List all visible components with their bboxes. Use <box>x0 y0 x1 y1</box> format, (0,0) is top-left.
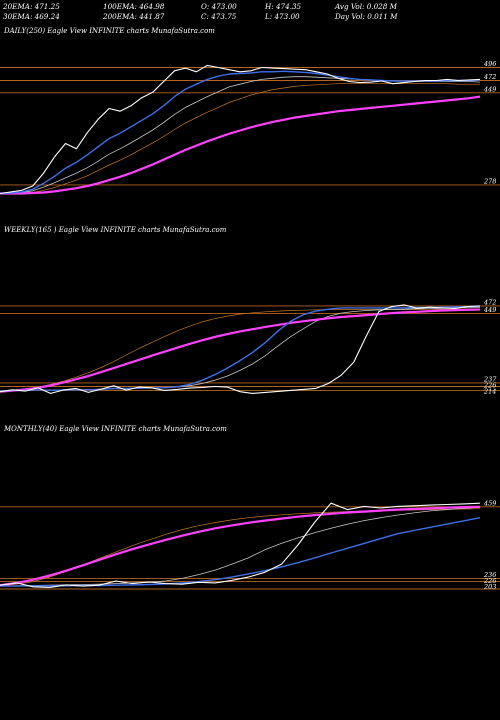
close-stat: C: 473.75 <box>201 12 237 21</box>
price-series-line <box>0 64 481 195</box>
ema-fast-series-line <box>0 517 481 587</box>
stats-header: 20EMA: 471.25 100EMA: 464.98 O: 473.00 H… <box>3 2 497 24</box>
ema100-stat: 100EMA: 464.98 <box>103 2 165 11</box>
price-series-line <box>0 502 481 588</box>
level-tick-label: 449 <box>483 306 496 314</box>
level-tick-label: 226 <box>483 381 496 389</box>
level-tick-label: 203 <box>483 583 496 591</box>
ema-fast-series-line <box>0 70 481 195</box>
panel-title: WEEKLY(165 ) Eagle View INFINITE charts … <box>4 226 227 234</box>
ema-mid-series-line <box>0 507 481 587</box>
level-tick-label: 496 <box>483 60 496 68</box>
ema-slow-series-line <box>0 95 481 195</box>
ema-slow-series-line <box>0 505 481 587</box>
avg-vol-stat: Avg Vol: 0.028 M <box>335 2 397 11</box>
ema200-stat: 200EMA: 441.87 <box>103 12 165 21</box>
ema-mid-series-line <box>0 76 481 194</box>
level-tick-label: 472 <box>483 73 496 81</box>
level-tick-label: 214 <box>483 387 496 395</box>
level-tick-label: 236 <box>483 571 496 579</box>
level-tick-label: 237 <box>483 375 497 383</box>
level-tick-label: 459 <box>483 499 496 507</box>
ema-brown-series-line <box>0 83 480 194</box>
level-tick-label: 472 <box>483 298 496 306</box>
high-stat: H: 474.35 <box>265 2 302 11</box>
ema-brown-series-line <box>0 508 481 587</box>
price-series-line <box>0 304 481 394</box>
level-tick-label: 449 <box>483 85 496 93</box>
ema-slow-series-line <box>0 308 481 393</box>
panel-title: MONTHLY(40) Eagle View INFINITE charts M… <box>3 425 227 433</box>
day-vol-stat: Day Vol: 0.011 M <box>335 12 398 21</box>
level-tick-label: 278 <box>483 177 496 185</box>
level-tick-label: 226 <box>483 577 496 585</box>
low-stat: L: 473.00 <box>265 12 300 21</box>
panel-title: DAILY(250) Eagle View INFINITE charts Mu… <box>3 27 215 35</box>
ema-brown-series-line <box>0 308 480 392</box>
ema20-stat: 20EMA: 471.25 <box>3 2 60 11</box>
ema30-stat: 30EMA: 469.24 <box>3 12 60 21</box>
open-stat: O: 473.00 <box>201 2 237 11</box>
